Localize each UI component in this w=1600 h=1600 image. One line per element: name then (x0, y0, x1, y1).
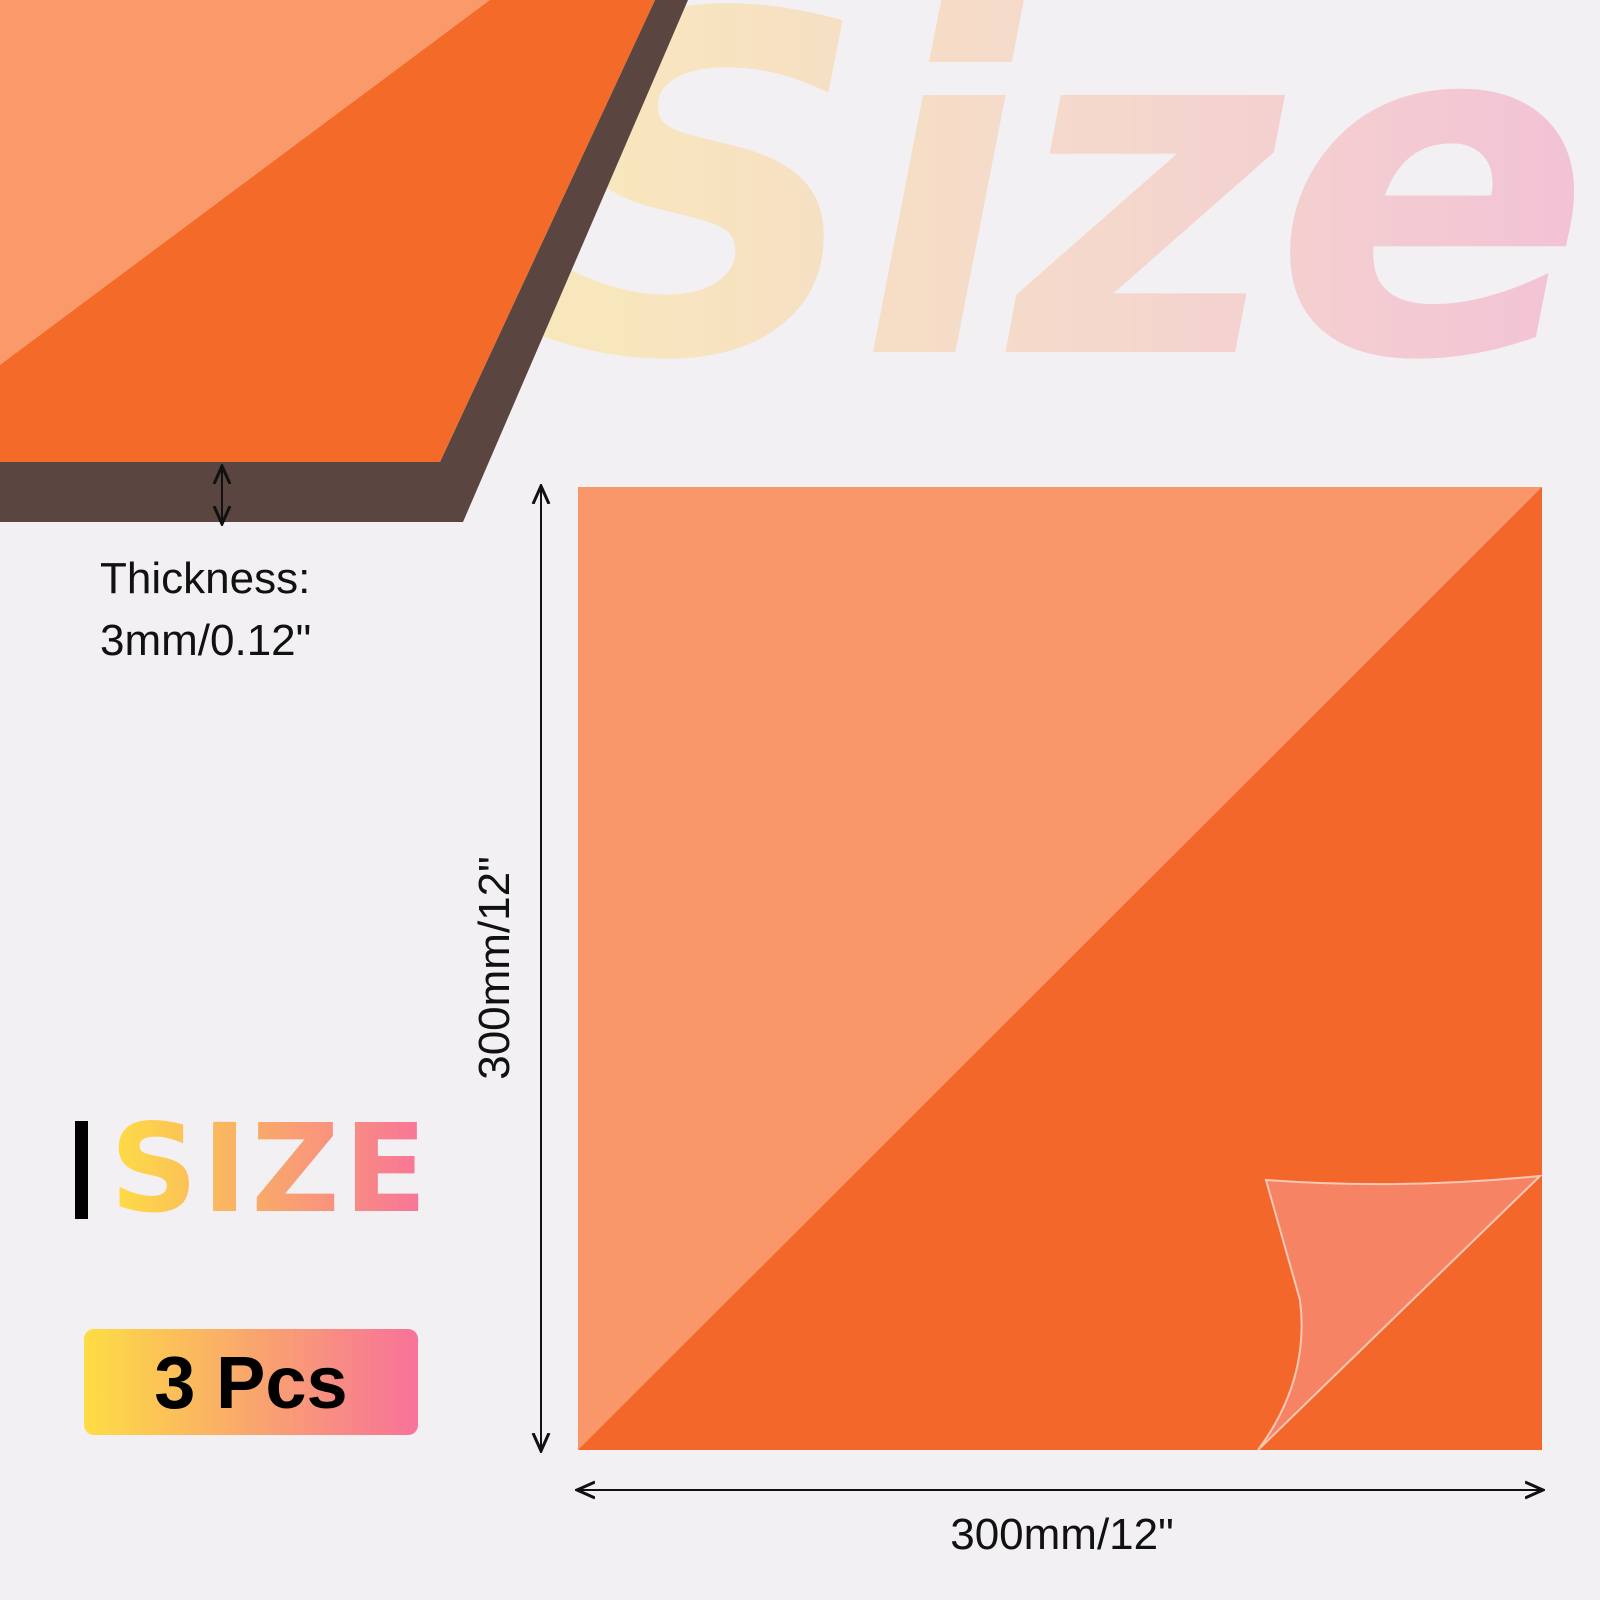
size-logo: SIZE (75, 1098, 432, 1240)
acrylic-sheet (578, 487, 1543, 1451)
width-label: 300mm/12" (950, 1510, 1174, 1559)
size-watermark: Size (530, 0, 1592, 425)
logo-bar (75, 1120, 88, 1219)
quantity-badge: 3 Pcs (84, 1329, 418, 1435)
size-title: SIZE (110, 1098, 432, 1240)
thickness-text: Thickness: 3mm/0.12" (100, 548, 311, 672)
peeled-film-corner (1257, 1174, 1543, 1451)
thickness-value: 3mm/0.12" (100, 616, 312, 665)
sheet-top-light (0, 0, 490, 365)
sheet-reflection (578, 487, 1542, 1450)
height-label: 300mm/12" (470, 856, 519, 1080)
sheet-edge-closeup (0, 0, 688, 522)
sheet-edge (0, 0, 688, 522)
thickness-label: Thickness: (100, 554, 311, 603)
